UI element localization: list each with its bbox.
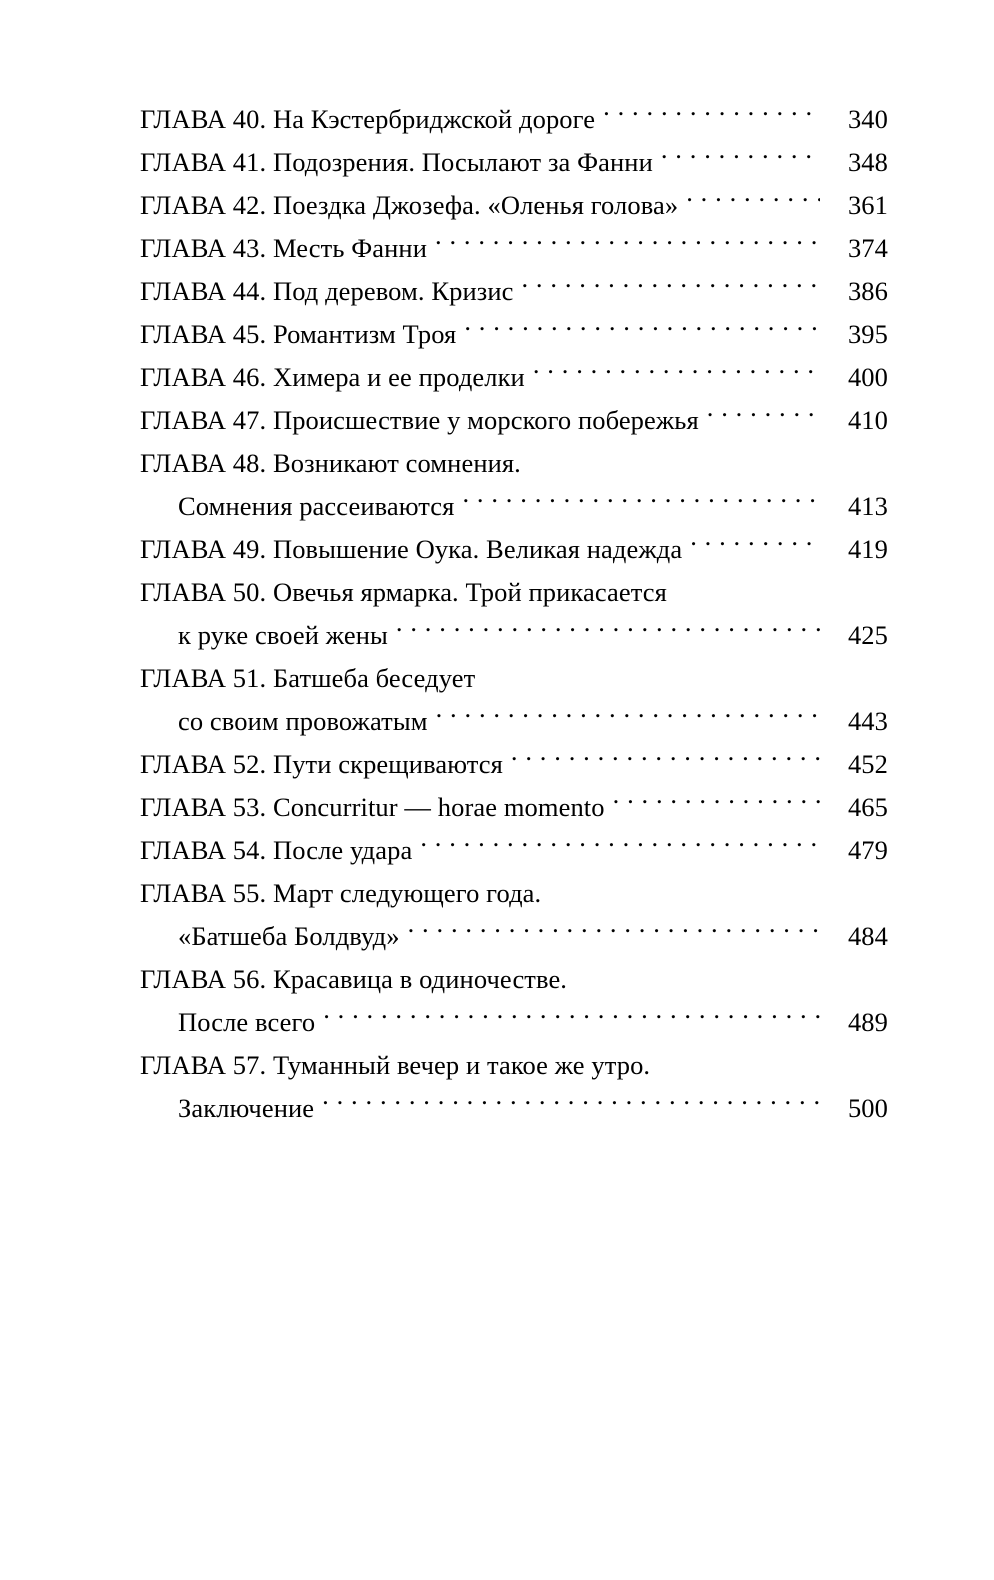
- toc-entry-title: ГЛАВА 57. Туманный вечер и такое же утро…: [140, 1050, 651, 1080]
- toc-entry-title: ГЛАВА 49. Повышение Оука. Великая надежд…: [140, 534, 683, 564]
- toc-page-number: 425: [847, 620, 888, 650]
- toc-entry: ГЛАВА 44. Под деревом. Кризис 386: [140, 270, 888, 313]
- dot-leader: [396, 618, 820, 645]
- dot-leader: [435, 231, 820, 258]
- toc-entry-title: ГЛАВА 41. Подозрения. Посылают за Фанни: [140, 147, 653, 177]
- toc-page-number: 419: [847, 534, 888, 564]
- toc-entry-title-line: ГЛАВА 50. Овечья ярмарка. Трой прикасает…: [140, 571, 888, 614]
- toc-entry: ГЛАВА 49. Повышение Оука. Великая надежд…: [140, 528, 888, 571]
- toc-page-number: 348: [847, 147, 888, 177]
- toc-page-number: 374: [847, 233, 888, 263]
- toc-page-number: 386: [847, 276, 888, 306]
- dot-leader: [462, 489, 820, 516]
- toc-entry-title-line: ГЛАВА 48. Возникают сомнения.: [140, 442, 888, 485]
- toc-entry-title: ГЛАВА 40. На Кэстербриджской дороге: [140, 104, 596, 134]
- dot-leader: [603, 102, 820, 129]
- dot-leader: [436, 704, 820, 731]
- toc-entry-title: Заключение: [178, 1093, 315, 1123]
- toc-entry: Заключение 500: [140, 1087, 888, 1130]
- toc-entry: ГЛАВА 45. Романтизм Троя 395: [140, 313, 888, 356]
- toc-entry: ГЛАВА 40. На Кэстербриджской дороге 340: [140, 98, 888, 141]
- dot-leader: [613, 790, 820, 817]
- toc-entry-title-line: ГЛАВА 51. Батшеба беседует: [140, 657, 888, 700]
- toc-entry-title: ГЛАВА 47. Происшествие у морского побере…: [140, 405, 699, 435]
- toc-entry: к руке своей жены 425: [140, 614, 888, 657]
- toc-entry-title: Сомнения рассеиваются: [178, 491, 455, 521]
- toc-entry: Сомнения рассеиваются 413: [140, 485, 888, 528]
- dot-leader: [420, 833, 820, 860]
- dot-leader: [511, 747, 820, 774]
- toc-entry-title-line: ГЛАВА 55. Март следующего года.: [140, 872, 888, 915]
- toc-entry: «Батшеба Болдвуд» 484: [140, 915, 888, 958]
- toc-page-number: 479: [847, 835, 888, 865]
- dot-leader: [464, 317, 820, 344]
- toc-entry-title: ГЛАВА 54. После удара: [140, 835, 413, 865]
- dot-leader: [521, 274, 820, 301]
- toc-page-number: 340: [847, 104, 888, 134]
- toc-entry: ГЛАВА 41. Подозрения. Посылают за Фанни 3…: [140, 141, 888, 184]
- toc-entry: ГЛАВА 54. После удара 479: [140, 829, 888, 872]
- dot-leader: [323, 1005, 820, 1032]
- toc-entry: ГЛАВА 52. Пути скрещиваются 452: [140, 743, 888, 786]
- toc-entry-title: ГЛАВА 52. Пути скрещиваются: [140, 749, 503, 779]
- toc-entry-title: После всего: [178, 1007, 316, 1037]
- toc-entry-title: ГЛАВА 56. Красавица в одиночестве.: [140, 964, 568, 994]
- toc-entry-title: к руке своей жены: [178, 620, 388, 650]
- toc-entry: ГЛАВА 46. Химера и ее проделки 400: [140, 356, 888, 399]
- toc-entry: ГЛАВА 42. Поездка Джозефа. «Оленья голов…: [140, 184, 888, 227]
- toc-page-number: 452: [847, 749, 888, 779]
- toc-entry: ГЛАВА 47. Происшествие у морского побере…: [140, 399, 888, 442]
- dot-leader: [661, 145, 820, 172]
- toc-entry-title: со своим провожатым: [178, 706, 428, 736]
- toc-page-number: 410: [847, 405, 888, 435]
- toc-entry: ГЛАВА 53. Concurritur — horae momento 465: [140, 786, 888, 829]
- dot-leader: [533, 360, 820, 387]
- toc-page-number: 489: [847, 1007, 888, 1037]
- toc-entry-title: ГЛАВА 51. Батшеба беседует: [140, 663, 476, 693]
- table-of-contents: ГЛАВА 40. На Кэстербриджской дороге340ГЛ…: [140, 98, 888, 1130]
- toc-page-number: 395: [847, 319, 888, 349]
- dot-leader: [707, 403, 820, 430]
- toc-entry-title: ГЛАВА 42. Поездка Джозефа. «Оленья голов…: [140, 190, 679, 220]
- toc-page-number: 500: [847, 1093, 888, 1123]
- toc-page-number: 465: [847, 792, 888, 822]
- toc-entry-title: «Батшеба Болдвуд»: [178, 921, 400, 951]
- toc-entry-title: ГЛАВА 50. Овечья ярмарка. Трой прикасает…: [140, 577, 667, 607]
- toc-entry-title: ГЛАВА 53. Concurritur — horae momento: [140, 792, 605, 822]
- toc-entry-title-line: ГЛАВА 56. Красавица в одиночестве.: [140, 958, 888, 1001]
- dot-leader: [322, 1091, 820, 1118]
- dot-leader: [408, 919, 820, 946]
- toc-entry: со своим провожатым 443: [140, 700, 888, 743]
- toc-entry-title: ГЛАВА 44. Под деревом. Кризис: [140, 276, 514, 306]
- dot-leader: [686, 188, 820, 215]
- toc-entry-title-line: ГЛАВА 57. Туманный вечер и такое же утро…: [140, 1044, 888, 1087]
- toc-page-number: 361: [847, 190, 888, 220]
- toc-entry: После всего 489: [140, 1001, 888, 1044]
- toc-entry-title: ГЛАВА 46. Химера и ее проделки: [140, 362, 525, 392]
- toc-entry-title: ГЛАВА 45. Романтизм Троя: [140, 319, 457, 349]
- toc-page-number: 443: [847, 706, 888, 736]
- toc-entry-title: ГЛАВА 43. Месть Фанни: [140, 233, 427, 263]
- toc-page-number: 484: [847, 921, 888, 951]
- toc-entry-title: ГЛАВА 48. Возникают сомнения.: [140, 448, 521, 478]
- toc-entry: ГЛАВА 43. Месть Фанни 374: [140, 227, 888, 270]
- dot-leader: [690, 532, 820, 559]
- toc-entry-title: ГЛАВА 55. Март следующего года.: [140, 878, 542, 908]
- toc-page-number: 400: [847, 362, 888, 392]
- toc-page-number: 413: [847, 491, 888, 521]
